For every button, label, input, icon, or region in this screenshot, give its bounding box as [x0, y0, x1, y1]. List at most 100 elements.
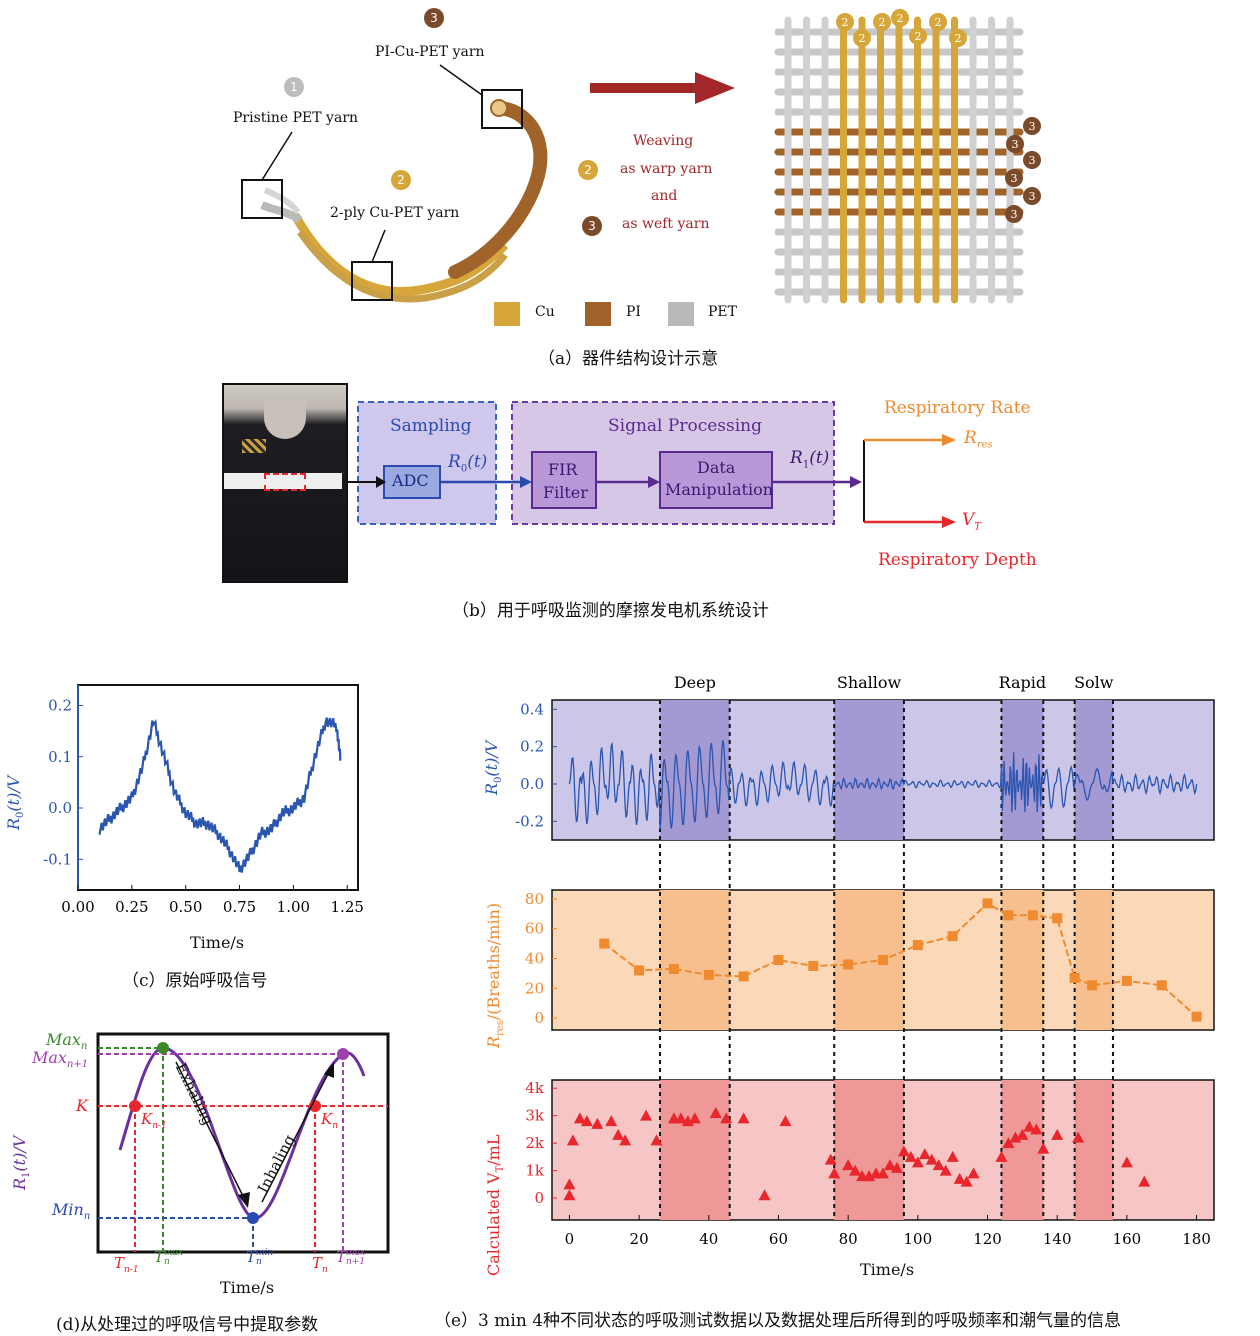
e-bot-ytick-label: 0	[534, 1189, 544, 1207]
e-vt-point	[995, 1150, 1008, 1162]
e-rres-point	[1156, 980, 1167, 991]
e-vt-point	[674, 1112, 687, 1124]
sampling-label: Sampling	[390, 416, 472, 436]
badge-2-icon	[853, 29, 871, 47]
badge-2-text: 2	[859, 32, 866, 45]
callout-box-pi	[481, 89, 523, 129]
badge-2-icon	[836, 13, 854, 31]
yarn-strand-cu-2	[297, 229, 508, 303]
d-max-n1: Maxn+1	[32, 1048, 89, 1071]
d-k: K	[76, 1096, 88, 1115]
e-rres-point	[599, 938, 610, 949]
e-xtick-label: 140	[1043, 1230, 1072, 1248]
e-rres-point	[843, 959, 854, 970]
yarn-strand-cu-1	[291, 212, 509, 296]
label-pristine-pet: Pristine PET yarn	[233, 110, 359, 126]
r0-label: R0(t)	[448, 452, 488, 475]
badge-2-icon	[929, 13, 947, 31]
e-vt-point	[883, 1159, 896, 1171]
kn1-point	[129, 1100, 141, 1112]
e-vt-point	[612, 1128, 625, 1140]
badge-1-icon: 1	[284, 77, 304, 97]
e-vt-point	[932, 1159, 945, 1171]
c-xtick-label: 0.50	[169, 898, 202, 916]
d-xlabel: Time/s	[220, 1278, 275, 1297]
e-vt-point	[939, 1164, 952, 1176]
d-ylabel: R1(t)/V	[10, 1135, 33, 1190]
badge-2-text: 2	[897, 12, 904, 25]
e-rres-point	[703, 969, 714, 980]
badge-2-weave-icon: 2	[578, 160, 598, 180]
e-vt-point	[709, 1106, 722, 1118]
weave-text-3: and	[651, 188, 678, 204]
e-top-ytick-label: -0.2	[515, 812, 544, 830]
e-vt-point	[566, 1134, 579, 1146]
badge-3-weave-icon: 3	[582, 216, 602, 236]
e-rres-point	[1087, 980, 1098, 991]
e-vt-point	[563, 1178, 576, 1190]
c-ytick-label: 0.1	[48, 748, 72, 766]
chest-strap	[224, 473, 342, 489]
e-rres-point	[1121, 975, 1132, 986]
e-rres-point	[738, 971, 749, 982]
caption-c: （c）原始呼吸信号	[122, 971, 268, 991]
badge-3-text: 3	[1029, 154, 1036, 167]
caption-d: (d)从处理过的呼吸信号中提取参数	[56, 1315, 319, 1335]
sensor-patch-icon	[242, 439, 266, 453]
badge-2-text: 2	[915, 30, 922, 43]
c-xtick-label: 0.00	[61, 898, 94, 916]
d-kn1: Kn-1	[141, 1110, 167, 1131]
c-ytick-label: 0.0	[48, 799, 72, 817]
e-vt-point	[953, 1172, 966, 1184]
e-vt-point	[563, 1189, 576, 1201]
e-xtick-label: 60	[769, 1230, 788, 1248]
badge-3-icon	[1023, 187, 1041, 205]
chart-e: Deep Shallow Rapid Solw 0.4 0.2 0.0 -0.2 80 60 40 2…	[515, 673, 1215, 1248]
e-vt-point	[580, 1115, 593, 1127]
r1-label: R1(t)	[790, 448, 830, 471]
e-vt-point	[925, 1153, 938, 1165]
c-ytick-label: 0.2	[48, 697, 72, 715]
exhale-arrow-icon	[238, 1192, 250, 1208]
sampling-block	[357, 401, 497, 525]
arrow-rate-icon	[942, 434, 956, 446]
e-mid-state-band	[1074, 890, 1113, 1030]
e-mid-ytick-label: 40	[525, 950, 544, 968]
yarn-end	[490, 99, 508, 117]
e-top-ytick-label: 0.4	[520, 700, 544, 718]
e-vt-point	[758, 1189, 771, 1201]
e-mid-ytick-label: 60	[525, 920, 544, 938]
e-xtick-label: 20	[630, 1230, 649, 1248]
badge-3-icon: 3	[424, 8, 444, 28]
legend-label-pet: PET	[708, 304, 737, 320]
badge-3-icon	[1006, 135, 1024, 153]
label-pi-cu-pet: PI-Cu-PET yarn	[375, 44, 485, 60]
badge-3-text: 3	[1011, 172, 1018, 185]
chart-c: 0.00 0.25 0.50 0.75 1.00 1.25 0.2 0.1 0.0 -0.1	[43, 684, 364, 916]
e-bot-ytick-label: 1k	[525, 1162, 545, 1180]
legend-label-cu: Cu	[535, 304, 555, 320]
e-xtick-label: 100	[904, 1230, 933, 1248]
d-frame	[96, 1032, 390, 1254]
e-vt-point	[688, 1112, 701, 1124]
max-n1-point	[337, 1048, 349, 1060]
d-max-n: Maxn	[46, 1030, 88, 1053]
c-plot-frame	[77, 684, 359, 891]
min-n-point	[247, 1212, 259, 1224]
e-vt-point	[605, 1115, 618, 1127]
legend-label-pi: PI	[626, 304, 641, 320]
e-xtick-label: 0	[565, 1230, 575, 1248]
badge-3-text: 3	[1029, 120, 1036, 133]
yarn-strand-pi	[448, 101, 548, 279]
max-n-point	[157, 1042, 169, 1054]
badge-3-text: 3	[1011, 208, 1018, 221]
respiratory-rate-label: Respiratory Rate	[884, 398, 1031, 418]
e-top-ytick-label: 0.2	[520, 738, 544, 756]
e-vt-point	[1138, 1175, 1151, 1187]
badge-2-text: 2	[879, 16, 886, 29]
e-rres-point	[634, 965, 645, 976]
e-bot-state-band	[1001, 1080, 1044, 1220]
e-bot-ytick-label: 3k	[525, 1107, 545, 1125]
e-bot-state-band	[1074, 1080, 1113, 1220]
